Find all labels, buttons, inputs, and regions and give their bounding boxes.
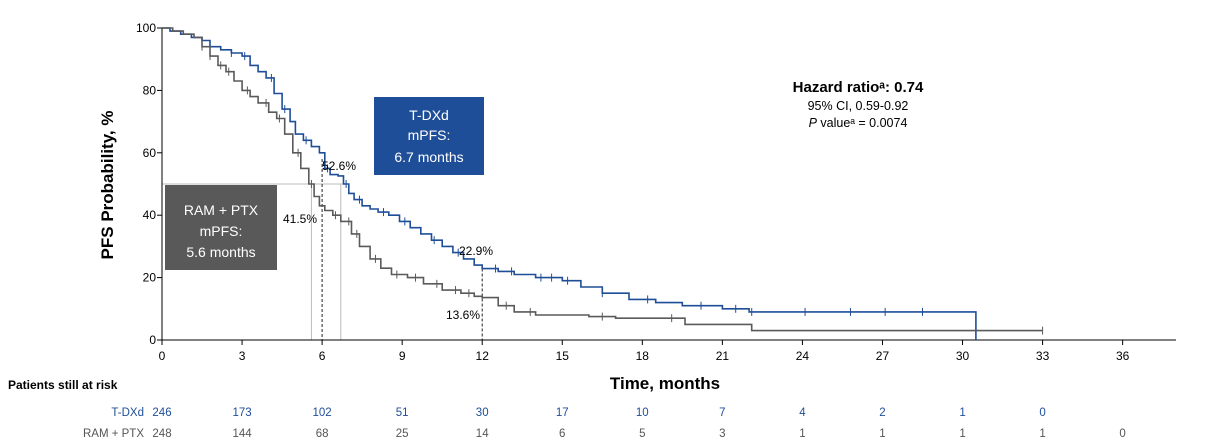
hazard-ratio-p: P valueᵃ = 0.0074 <box>809 116 908 130</box>
series-line-ram-ptx <box>162 27 1043 332</box>
x-tick-label: 3 <box>239 349 246 363</box>
at-risk-row-label: T-DXd <box>111 407 144 419</box>
at-risk-header: Patients still at risk <box>8 378 118 392</box>
at-risk-cell: 2 <box>879 407 885 419</box>
tdxd-box-line3: 6.7 months <box>394 149 463 165</box>
at-risk-cell: 6 <box>559 428 565 440</box>
y-tick-label: 0 <box>149 333 156 347</box>
at-risk-cell: 4 <box>799 407 806 419</box>
at-risk-cell: 246 <box>152 407 171 419</box>
ram-box-line1: RAM + PTX <box>184 202 259 218</box>
at-risk-cell: 1 <box>799 428 805 440</box>
x-tick-label: 0 <box>159 349 166 363</box>
p-rest: valueᵃ = 0.0074 <box>817 116 908 130</box>
x-tick-label: 33 <box>1036 349 1050 363</box>
tdxd-box-line1: T-DXd <box>409 107 449 123</box>
at-risk-cell: 0 <box>1039 407 1045 419</box>
x-tick-label: 24 <box>796 349 810 363</box>
y-tick-label: 20 <box>143 271 157 285</box>
x-tick-label: 21 <box>716 349 730 363</box>
y-tick-label: 60 <box>143 146 157 160</box>
censor-marks <box>201 42 1044 335</box>
x-tick-label: 9 <box>399 349 406 363</box>
p-italic: P <box>809 116 818 130</box>
x-tick-label: 15 <box>556 349 570 363</box>
x-tick-label: 36 <box>1116 349 1130 363</box>
at-risk-cell: 102 <box>313 407 332 419</box>
x-tick-label: 30 <box>956 349 970 363</box>
at-risk-cell: 5 <box>639 428 645 440</box>
at-risk-cell: 17 <box>556 407 569 419</box>
y-tick-label: 40 <box>143 208 157 222</box>
at-risk-cell: 7 <box>719 407 725 419</box>
survival-curves <box>162 27 1043 340</box>
series-line-tdxd <box>162 27 977 340</box>
at-risk-table: Patients still at risk T-DXd 246 173 102 51 3… <box>8 378 1126 440</box>
at-risk-cell: 3 <box>719 428 725 440</box>
at-risk-cell: 1 <box>959 407 965 419</box>
at-risk-cell: 248 <box>152 428 171 440</box>
annotation-ram-12mo: 13.6% <box>446 308 480 322</box>
x-tick-label: 18 <box>636 349 650 363</box>
annotation-tdxd-12mo: 22.9% <box>459 244 493 258</box>
y-tick-label: 100 <box>136 21 156 35</box>
at-risk-cell: 144 <box>232 428 252 440</box>
at-risk-cell: 68 <box>316 428 329 440</box>
at-risk-row-label: RAM + PTX <box>83 428 144 440</box>
at-risk-cell: 1 <box>1039 428 1045 440</box>
at-risk-cell: 51 <box>396 407 409 419</box>
annotation-tdxd-6mo: 52.6% <box>322 159 356 173</box>
ram-box-line3: 5.6 months <box>186 244 255 260</box>
tdxd-mpfs-box: T-DXd mPFS: 6.7 months <box>374 97 484 175</box>
at-risk-cell: 1 <box>879 428 885 440</box>
y-axis-title: PFS Probability, % <box>98 111 117 260</box>
ram-box-line2: mPFS: <box>200 223 243 239</box>
tdxd-box-line2: mPFS: <box>408 127 451 143</box>
at-risk-cell: 25 <box>396 428 409 440</box>
at-risk-cell: 10 <box>636 407 649 419</box>
annotation-ram-6mo: 41.5% <box>283 212 317 226</box>
x-axis-title: Time, months <box>610 374 720 393</box>
at-risk-cell: 1 <box>959 428 965 440</box>
y-tick-label: 80 <box>143 83 157 97</box>
ram-mpfs-box: RAM + PTX mPFS: 5.6 months <box>165 185 277 270</box>
x-tick-label: 12 <box>476 349 490 363</box>
at-risk-cell: 30 <box>476 407 489 419</box>
at-risk-cell: 173 <box>232 407 251 419</box>
at-risk-cell: 0 <box>1119 428 1125 440</box>
hazard-ratio-title: Hazard ratioᵃ: 0.74 <box>793 79 924 96</box>
hazard-ratio-ci: 95% CI, 0.59-0.92 <box>808 99 909 113</box>
at-risk-cell: 14 <box>476 428 489 440</box>
x-tick-label: 6 <box>319 349 326 363</box>
x-tick-label: 27 <box>876 349 890 363</box>
hazard-ratio-block: Hazard ratioᵃ: 0.74 95% CI, 0.59-0.92 P … <box>793 79 924 130</box>
